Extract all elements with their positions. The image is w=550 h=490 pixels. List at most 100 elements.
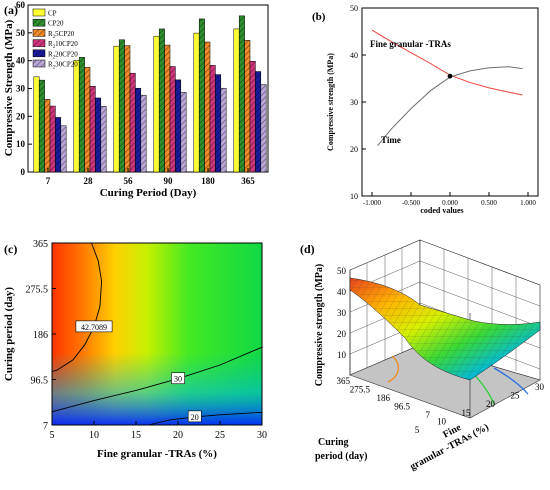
- panel-label-d: (d): [300, 242, 315, 256]
- y-tick-label: 50: [350, 4, 358, 13]
- x-tick-label: 30: [535, 382, 545, 392]
- x-tick-label: 1.000: [520, 199, 536, 207]
- bar-hatch: [60, 125, 67, 172]
- x-tick-label: 180: [201, 176, 215, 186]
- y-tick-label: 7: [426, 410, 431, 420]
- bar-hatch: [130, 73, 136, 172]
- y-tick-label: 275.5: [26, 285, 49, 296]
- x-tick-label: 20: [173, 430, 183, 441]
- contour-label-box: [75, 320, 113, 333]
- y-axis-ticks: 10 20 30 40 50: [350, 4, 366, 201]
- x-axis-ticks: 5 10 15 20 25 30: [415, 382, 545, 435]
- bar-hatch: [204, 42, 210, 172]
- z-tick-label: 30: [337, 308, 347, 318]
- x-tick-label: -1.000: [363, 199, 382, 207]
- x-tick-label: -0.500: [402, 199, 421, 207]
- y-tick-label: 365: [33, 239, 48, 250]
- bar-hatch: [180, 92, 187, 172]
- z-tick-label: 50: [337, 266, 347, 276]
- y-tick-label: 275.5: [350, 385, 371, 395]
- x-tick-label: 56: [124, 176, 134, 186]
- contour-label-box: [187, 410, 202, 423]
- x-tick-label: 7: [46, 176, 51, 186]
- x-axis-label: Curing Period (Day): [100, 187, 197, 199]
- x-tick-label: 5: [415, 425, 420, 435]
- series-line: [377, 66, 523, 147]
- bar-hatch: [79, 57, 85, 172]
- bar-hatch: [210, 65, 216, 172]
- y-tick-label: 60: [16, 0, 26, 10]
- heatmap-shade: [52, 243, 262, 425]
- bar-hatch: [95, 97, 101, 172]
- bar-hatch: [199, 18, 205, 172]
- legend-swatch: [32, 8, 46, 17]
- z-axis-label: Compressive strength (MPa): [314, 264, 325, 386]
- bar-hatch: [50, 106, 56, 172]
- x-axis-label: Fine granular -TRAs (%): [97, 448, 217, 460]
- x-tick-label: 20: [486, 399, 496, 409]
- bar: [113, 45, 120, 173]
- bar: [73, 60, 80, 173]
- y-tick-label: 10: [350, 192, 358, 201]
- legend-swatch-hatch: [33, 39, 45, 47]
- x-axis-ticks: 7 28 56 90 180 365: [46, 168, 255, 186]
- panel-label-c: (c): [4, 242, 17, 256]
- y-tick-label: 20: [16, 111, 26, 121]
- z-tick-label: 10: [337, 350, 347, 360]
- contour-label: 42.7089: [81, 323, 107, 332]
- x-tick-label: 0.000: [442, 199, 458, 207]
- response-surface: [349, 277, 541, 381]
- bar-hatch: [244, 40, 250, 173]
- bar-hatch: [119, 39, 125, 172]
- y-axis-ticks: 7 96.5 186 275.5 365: [26, 239, 56, 432]
- y-tick-label: 96.5: [394, 402, 410, 412]
- x-tick-label: 15: [131, 430, 141, 441]
- legend-swatch-hatch: [33, 49, 45, 57]
- y-tick-label: 40: [16, 56, 26, 66]
- bar-hatch: [164, 45, 170, 172]
- y-axis-label-line2: period (day): [315, 451, 368, 462]
- z-tick-label: 40: [337, 287, 347, 297]
- x-tick-label: 10: [89, 430, 99, 441]
- bar-hatch: [39, 80, 45, 172]
- y-tick-label: 30: [350, 98, 358, 107]
- y-axis-label: Compressive strength (MPa): [326, 53, 335, 151]
- legend-label: R220CP20: [48, 50, 78, 60]
- panel-label-b: (b): [312, 11, 326, 23]
- bar-hatch: [215, 74, 221, 172]
- bar: [233, 28, 240, 173]
- x-axis-ticks: 5 10 15 20 25 30: [50, 421, 267, 441]
- bar-hatch: [159, 28, 165, 173]
- contour-plot-panel: (c) 42.7089 30 20 7 96.5 186 275.5 365 5 10 15 20…: [3, 239, 267, 460]
- bar-hatch: [84, 67, 90, 172]
- legend-label: CP20: [48, 20, 64, 28]
- x-tick-label: 365: [241, 176, 255, 186]
- y-tick-label: 0: [21, 167, 26, 177]
- x-axis-label: coded values: [420, 206, 463, 215]
- bar-hatch: [260, 84, 267, 172]
- y-axis-label: Compressive Strength (MPa): [3, 19, 15, 156]
- bar: [153, 35, 160, 173]
- bar-hatch: [135, 88, 141, 172]
- y-tick-label: 7: [43, 421, 48, 432]
- y-tick-label: 20: [350, 145, 358, 154]
- bar-chart-panel: (a) 0 10 20 30 40 50 60 7 28 56 90 180 365 CP CP20 R2…: [3, 0, 269, 199]
- x-tick-label: 90: [164, 176, 174, 186]
- bar: [33, 76, 40, 173]
- bar-hatch: [124, 45, 130, 172]
- y-tick-label: 30: [16, 84, 26, 94]
- series-lines: [371, 29, 523, 147]
- legend-label: R230CP20: [48, 61, 78, 71]
- y-axis-label-line1: Curing: [318, 437, 349, 448]
- series-label-fine-granular: Fine granular -TRAs: [370, 39, 451, 49]
- legend-swatch-hatch: [33, 19, 45, 27]
- y-tick-label: 96.5: [31, 376, 49, 387]
- contour-label-box: [171, 372, 185, 385]
- bar-hatch: [55, 117, 61, 172]
- y-tick-label: 10: [16, 139, 26, 149]
- x-tick-label: 15: [462, 408, 472, 418]
